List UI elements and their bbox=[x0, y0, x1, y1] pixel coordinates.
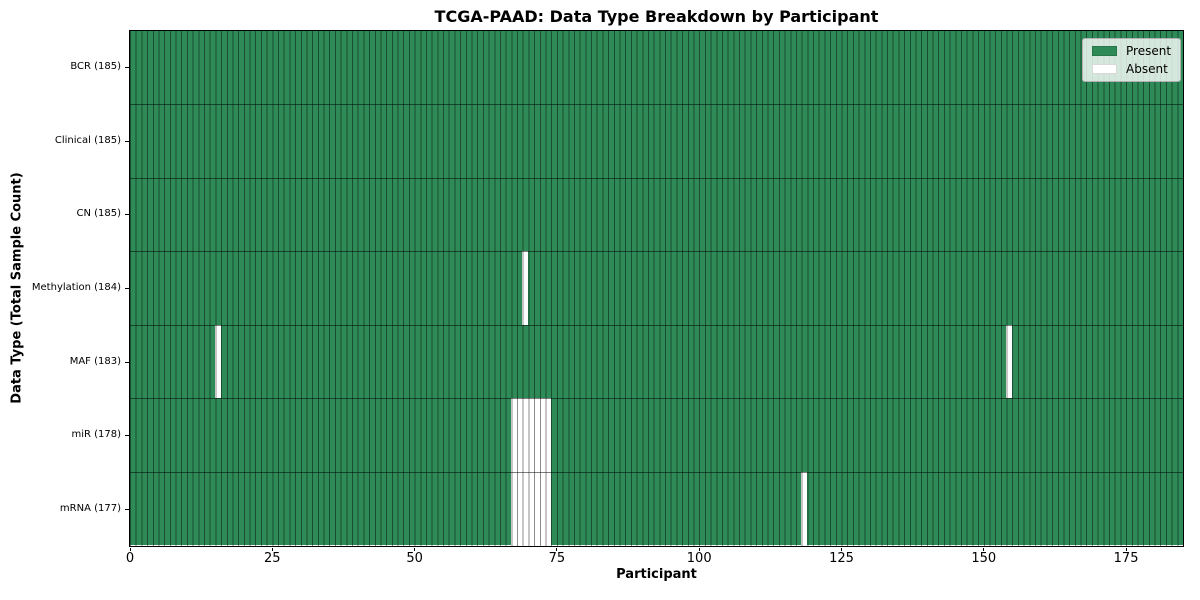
x-tick-label: 25 bbox=[264, 551, 281, 566]
y-tick-mark bbox=[125, 508, 129, 510]
x-tick-label: 150 bbox=[971, 551, 997, 566]
absent-cell bbox=[539, 471, 545, 546]
absent-cell bbox=[533, 471, 540, 546]
y-tick-mark bbox=[125, 361, 129, 363]
y-tick-label: Clinical (185) bbox=[54, 134, 121, 146]
plot-area bbox=[128, 29, 1184, 547]
row-separator bbox=[129, 471, 1183, 473]
x-tick-mark bbox=[556, 547, 558, 551]
y-tick-mark bbox=[125, 67, 129, 69]
absent-swatch-icon bbox=[1092, 64, 1117, 74]
x-tick-mark bbox=[840, 547, 842, 551]
x-tick-label: 125 bbox=[829, 551, 854, 566]
x-tick-mark bbox=[698, 547, 700, 551]
row-clinical bbox=[129, 104, 1183, 178]
row-cn bbox=[129, 177, 1183, 252]
absent-cell bbox=[522, 398, 528, 472]
absent-cell bbox=[516, 471, 523, 546]
row-separator bbox=[129, 398, 1183, 400]
row-separator bbox=[129, 324, 1183, 326]
absent-cell bbox=[510, 398, 517, 472]
row-mrna bbox=[129, 471, 1183, 546]
y-tick-label: MAF (183) bbox=[69, 355, 121, 367]
x-tick-label: 175 bbox=[1113, 551, 1139, 566]
absent-cell bbox=[510, 471, 517, 546]
row-mir bbox=[129, 398, 1183, 472]
row-bcr bbox=[129, 30, 1183, 105]
y-tick-label: miR (178) bbox=[71, 429, 121, 441]
absent-cell bbox=[527, 398, 534, 472]
absent-cell bbox=[527, 471, 534, 546]
row-separator bbox=[129, 104, 1183, 106]
y-tick-label: Methylation (184) bbox=[31, 282, 121, 293]
x-tick-mark bbox=[1125, 547, 1127, 551]
y-tick-mark bbox=[125, 435, 129, 437]
y-tick-label: CN (185) bbox=[76, 208, 121, 220]
row-separator bbox=[129, 177, 1183, 179]
legend-label-absent: Absent bbox=[1126, 62, 1168, 76]
x-tick-mark bbox=[414, 547, 416, 551]
absent-cell bbox=[522, 251, 528, 325]
row-methylation bbox=[129, 251, 1183, 325]
absent-cell bbox=[516, 398, 523, 472]
y-tick-label: mRNA (177) bbox=[59, 502, 121, 514]
x-tick-mark bbox=[983, 547, 985, 551]
absent-cell bbox=[539, 398, 545, 472]
x-axis-label: Participant bbox=[616, 567, 697, 582]
absent-cell bbox=[801, 471, 807, 546]
absent-cell bbox=[545, 471, 551, 546]
absent-cell bbox=[545, 398, 551, 472]
present-swatch-icon bbox=[1092, 46, 1117, 56]
y-tick-mark bbox=[125, 214, 129, 216]
chart-title: TCGA-PAAD: Data Type Breakdown by Partic… bbox=[434, 7, 879, 26]
legend-entry-present: Present bbox=[1092, 45, 1171, 57]
y-tick-label: BCR (185) bbox=[70, 61, 121, 73]
absent-cell bbox=[1006, 324, 1012, 399]
y-tick-mark bbox=[125, 288, 129, 289]
x-tick-mark bbox=[129, 547, 131, 551]
absent-cell bbox=[533, 398, 540, 472]
legend-label-present: Present bbox=[1126, 44, 1172, 58]
x-tick-label: 75 bbox=[548, 551, 566, 566]
x-tick-label: 50 bbox=[406, 551, 423, 566]
legend-entry-absent: Absent bbox=[1092, 63, 1171, 75]
absent-cell bbox=[214, 324, 221, 399]
y-tick-mark bbox=[125, 140, 129, 142]
legend: Present Absent bbox=[1082, 38, 1182, 82]
x-tick-label: 0 bbox=[125, 551, 135, 566]
row-separator bbox=[129, 251, 1183, 253]
y-axis-label: Data Type (Total Sample Count) bbox=[9, 172, 25, 404]
x-tick-label: 100 bbox=[686, 551, 712, 566]
x-tick-mark bbox=[271, 547, 273, 551]
row-maf bbox=[129, 324, 1183, 399]
absent-cell bbox=[522, 471, 528, 546]
